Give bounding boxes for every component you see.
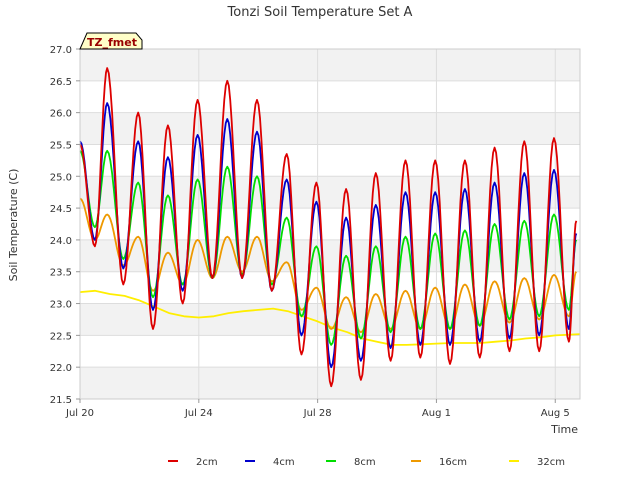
y-tick-label: 26.5	[50, 77, 72, 88]
series-line-8cm	[79, 149, 578, 346]
x-tick-label: Jul 24	[184, 408, 213, 419]
y-tick-label: 22.5	[50, 331, 72, 342]
series-line-4cm	[79, 102, 578, 369]
x-axis-label: Time	[550, 423, 578, 436]
x-tick-label: Jul 28	[303, 408, 332, 419]
x-axis-ticks: Jul 20 Jul 24 Jul 28 Aug 1 Aug 5	[65, 399, 570, 419]
legend-label-32cm: 32cm	[537, 457, 565, 468]
y-tick-label: 24.0	[50, 236, 72, 247]
y-tick-label: 27.0	[50, 45, 72, 56]
y-tick-label: 25.0	[50, 172, 72, 183]
chart-title: Tonzi Soil Temperature Set A	[227, 5, 413, 20]
y-tick-label: 22.0	[50, 363, 72, 374]
series-lines	[79, 67, 581, 388]
legend-label-4cm: 4cm	[273, 457, 295, 468]
plot-area	[79, 48, 581, 400]
badge-shape	[79, 32, 143, 50]
x-tick-label: Aug 5	[541, 408, 570, 419]
y-tick-label: 26.0	[50, 109, 72, 120]
y-axis-label: Soil Temperature (C)	[7, 169, 20, 282]
legend-label-16cm: 16cm	[439, 457, 467, 468]
y-tick-label: 23.0	[50, 300, 72, 311]
background-band	[80, 303, 580, 336]
legend-label-8cm: 8cm	[354, 457, 376, 468]
background-band	[80, 112, 580, 145]
series-line-2cm	[79, 67, 578, 388]
plot-frame	[79, 48, 581, 400]
y-tick-label: 24.5	[50, 204, 72, 215]
y-axis-ticks: 21.5 22.0 22.5 23.0 23.5 24.0 24.5 25.0 25.5 26.0…	[50, 45, 80, 406]
plot-background	[80, 49, 580, 399]
y-tick-label: 25.5	[50, 140, 72, 151]
y-tick-label: 21.5	[50, 395, 72, 406]
series-line-16cm	[79, 197, 578, 334]
background-bands	[80, 49, 580, 399]
background-band	[80, 239, 580, 272]
background-band	[80, 176, 580, 209]
x-tick-label: Jul 20	[65, 408, 94, 419]
legend-label-2cm: 2cm	[196, 457, 218, 468]
y-tick-label: 23.5	[50, 268, 72, 279]
site-badge: TZ_fmet	[79, 32, 143, 50]
x-tick-label: Aug 1	[422, 408, 451, 419]
background-band	[80, 49, 580, 81]
legend: 2cm 4cm 8cm 16cm 32cm	[168, 457, 565, 468]
badge-label: TZ_fmet	[87, 36, 137, 49]
